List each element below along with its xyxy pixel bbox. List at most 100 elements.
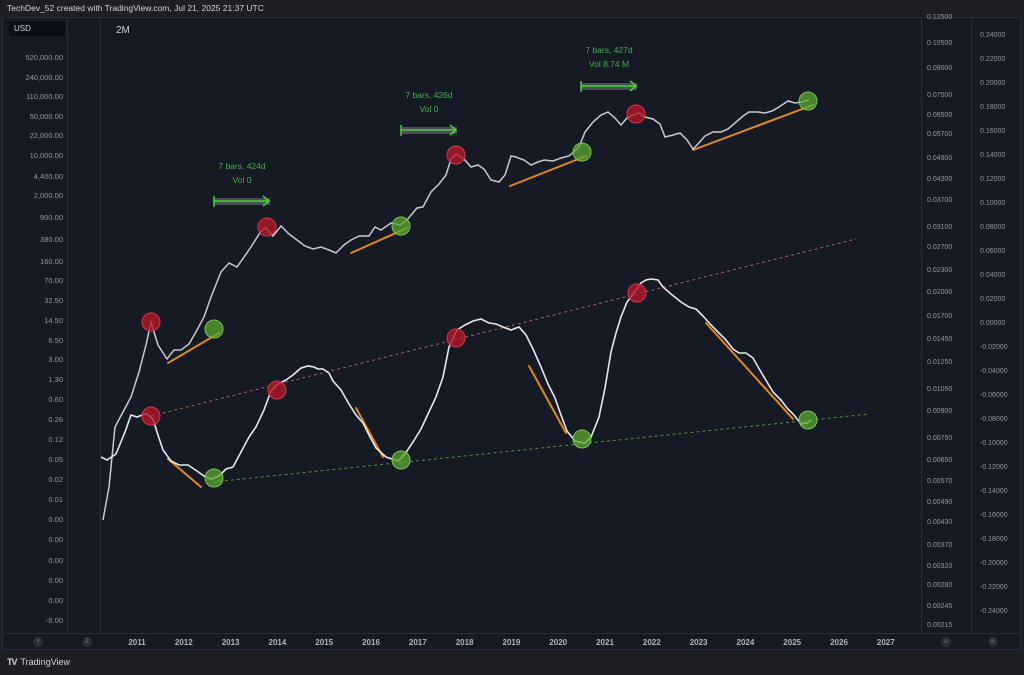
right-axis-b-tick: 0.00000 bbox=[980, 320, 1006, 327]
left-axis-tick: 3.00 bbox=[48, 355, 63, 364]
left-axis-tick: 0.12 bbox=[48, 435, 63, 444]
right-axis-b-tick: 0.20000 bbox=[980, 80, 1006, 87]
right-axis-b-tick: 0.12000 bbox=[980, 176, 1006, 183]
measure-label-2: 7 bars, 426d bbox=[405, 90, 453, 100]
tradingview-logo-icon: TV bbox=[7, 657, 17, 667]
currency-button[interactable]: USD bbox=[9, 21, 65, 36]
year-tick: 2021 bbox=[596, 638, 614, 647]
year-tick: 2027 bbox=[876, 638, 895, 647]
right-axis-a-tick: 0.00320 bbox=[927, 563, 953, 570]
right-axis-b-tick: 0.06000 bbox=[980, 248, 1006, 255]
lower-channel-line[interactable] bbox=[212, 413, 870, 483]
left-axis-tick: 50,000.00 bbox=[29, 112, 63, 121]
year-tick: 2016 bbox=[362, 638, 380, 647]
right-axis-a-tick: 0.01250 bbox=[927, 359, 953, 366]
bottom-marker bbox=[572, 429, 592, 449]
bottom-markers[interactable] bbox=[204, 91, 818, 488]
right-axis-b-tick: -0.12000 bbox=[980, 464, 1008, 471]
left-axis-tick: 4,400.00 bbox=[33, 172, 63, 181]
corner-button-b[interactable]: B bbox=[988, 637, 998, 647]
measure-arrow-3[interactable] bbox=[580, 80, 638, 92]
right-axis-a-tick: 0.12500 bbox=[927, 14, 953, 21]
right-axis-a-tick: 0.00370 bbox=[927, 542, 953, 549]
right-axis-a-tick: 0.03100 bbox=[927, 224, 953, 231]
measure-arrow-1[interactable] bbox=[213, 195, 271, 207]
right-axis-a-tick: 0.00570 bbox=[927, 478, 953, 485]
right-axis-b-tick: 0.24000 bbox=[980, 32, 1006, 39]
right-axis-a-tick: 0.10500 bbox=[927, 40, 953, 47]
measure-vol-2: Vol 0 bbox=[420, 104, 439, 114]
year-tick: 2017 bbox=[408, 638, 427, 647]
left-secondary-axis[interactable] bbox=[68, 17, 101, 633]
bottom-marker bbox=[204, 319, 224, 339]
right-axis-b-tick: 0.04000 bbox=[980, 272, 1006, 279]
left-axis-tick: 0.60 bbox=[48, 395, 63, 404]
top-marker bbox=[141, 312, 161, 332]
right-axis-a-tick: 0.00490 bbox=[927, 499, 953, 506]
right-axis-a-tick: 0.00900 bbox=[927, 408, 953, 415]
left-axis-tick: 520,000.00 bbox=[25, 53, 63, 62]
chart-header: TechDev_52 created with TradingView.com,… bbox=[0, 0, 1024, 17]
right-axis-b-tick: 0.10000 bbox=[980, 200, 1006, 207]
right-price-axis-a[interactable]: 0.12500 0.10500 0.09000 0.07500 0.06500 0.057… bbox=[921, 14, 971, 633]
trend-lines[interactable] bbox=[167, 104, 814, 488]
right-axis-b-tick: -0.02000 bbox=[980, 344, 1008, 351]
bottom-marker bbox=[391, 216, 411, 236]
year-tick: 2023 bbox=[689, 638, 708, 647]
corner-button-y[interactable]: Y bbox=[33, 637, 43, 647]
bottom-marker bbox=[204, 468, 224, 488]
price-line bbox=[102, 99, 810, 521]
left-axis-tick: 0.26 bbox=[48, 415, 63, 424]
left-axis-tick: 10,000.00 bbox=[29, 151, 63, 160]
top-marker bbox=[446, 328, 466, 348]
left-axis-tick: 6.50 bbox=[48, 336, 63, 345]
left-axis-tick: 0.00 bbox=[48, 535, 63, 544]
top-marker bbox=[267, 380, 287, 400]
year-tick: 2011 bbox=[128, 638, 146, 647]
year-tick: 2022 bbox=[642, 638, 661, 647]
time-axis[interactable]: Y Z A B 2011 2012 2013 2014 2015 2016 2017 2018… bbox=[2, 633, 1021, 650]
right-axis-a-tick: 0.09000 bbox=[927, 65, 953, 72]
right-axis-a-tick: 0.02700 bbox=[927, 244, 953, 251]
footer-logo-text: TradingView bbox=[20, 657, 71, 667]
top-marker bbox=[627, 283, 647, 303]
right-axis-b-tick: -0.08000 bbox=[980, 416, 1008, 423]
interval-label: 2M bbox=[116, 25, 130, 36]
right-axis-a-tick: 0.01050 bbox=[927, 386, 953, 393]
year-tick: 2012 bbox=[174, 638, 193, 647]
right-axis-a-tick: 0.06500 bbox=[927, 112, 953, 119]
corner-button-z[interactable]: Z bbox=[82, 637, 92, 647]
right-axis-b-tick: -0.10000 bbox=[980, 440, 1008, 447]
measure-arrow-2[interactable] bbox=[400, 124, 458, 136]
left-axis-tick: 0.00 bbox=[48, 596, 63, 605]
left-axis-tick: 2,000.00 bbox=[33, 191, 63, 200]
right-price-axis-b[interactable]: 0.24000 0.22000 0.20000 0.18000 0.16000 0.140… bbox=[971, 17, 1021, 633]
measure-label-1: 7 bars, 424d bbox=[218, 161, 266, 171]
year-tick: 2020 bbox=[549, 638, 568, 647]
chart-plot-area[interactable]: 7 bars, 424d Vol 0 7 bars, 426d Vol 0 7 … bbox=[101, 17, 921, 633]
corner-button-a[interactable]: A bbox=[941, 637, 951, 647]
right-axis-b-tick: -0.18000 bbox=[980, 536, 1008, 543]
right-axis-b-tick: -0.06000 bbox=[980, 392, 1008, 399]
chart-frame bbox=[2, 17, 1021, 650]
year-tick: 2026 bbox=[830, 638, 848, 647]
left-axis-tick: 0.02 bbox=[48, 475, 63, 484]
right-axis-a-tick: 0.01700 bbox=[927, 313, 953, 320]
right-axis-a-tick: 0.00750 bbox=[927, 435, 953, 442]
right-axis-b-tick: 0.22000 bbox=[980, 56, 1006, 63]
top-marker bbox=[141, 406, 161, 426]
year-tick: 2015 bbox=[315, 638, 334, 647]
right-axis-a-tick: 0.02000 bbox=[927, 289, 953, 296]
left-axis-tick: 0.05 bbox=[48, 455, 63, 464]
top-markers[interactable] bbox=[141, 104, 647, 426]
left-price-axis[interactable]: 520,000.00 240,000.00 110,000.00 50,000.00 2… bbox=[2, 17, 68, 633]
year-tick: 2019 bbox=[502, 638, 521, 647]
left-axis-tick: 32.50 bbox=[44, 296, 63, 305]
right-axis-a-tick: 0.00430 bbox=[927, 519, 953, 526]
top-marker bbox=[626, 104, 646, 124]
right-axis-b-tick: -0.14000 bbox=[980, 488, 1008, 495]
right-axis-a-tick: 0.04900 bbox=[927, 155, 953, 162]
bottom-marker bbox=[798, 410, 818, 430]
left-axis-tick: 380.00 bbox=[40, 235, 63, 244]
year-tick: 2013 bbox=[221, 638, 240, 647]
